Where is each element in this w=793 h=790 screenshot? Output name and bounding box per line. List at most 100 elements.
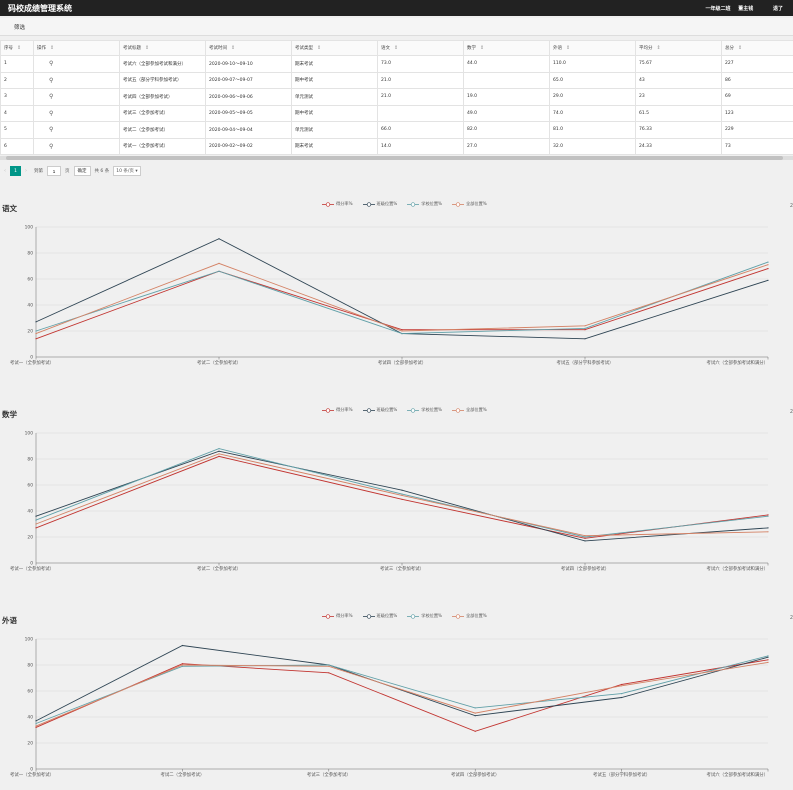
series-line[interactable] <box>35 448 769 538</box>
data-point[interactable] <box>621 685 623 687</box>
data-point[interactable] <box>401 489 403 491</box>
sort-icon[interactable]: ⇕ <box>566 45 571 51</box>
page-size-select[interactable]: 10 条/页 ▾ <box>113 166 141 176</box>
legend-item[interactable]: 全部位置% <box>452 613 487 619</box>
data-point[interactable] <box>767 261 769 263</box>
data-point[interactable] <box>218 450 220 452</box>
data-point[interactable] <box>401 333 403 335</box>
data-point[interactable] <box>401 494 403 496</box>
data-point[interactable] <box>181 664 183 666</box>
data-point[interactable] <box>767 514 769 516</box>
column-header[interactable]: 平均分 ⇕ <box>635 40 722 56</box>
series-line[interactable] <box>35 655 769 724</box>
data-point[interactable] <box>181 663 183 665</box>
data-point[interactable] <box>35 726 37 728</box>
table-row[interactable]: 4 ⚲ 考试三（全参加考试） 2020-09-05～09-05 期中考试 49.0 74.0… <box>0 104 793 122</box>
data-point[interactable] <box>218 262 220 264</box>
legend-item[interactable]: 得分率% <box>322 407 353 413</box>
data-point[interactable] <box>767 279 769 281</box>
table-row[interactable]: 6 ⚲ 考试一（全参加考试） 2020-09-02～09-02 期末考试 14.0 27.0… <box>0 137 793 155</box>
data-point[interactable] <box>35 338 37 340</box>
column-header[interactable]: 总分 ⇕ <box>721 40 793 56</box>
data-point[interactable] <box>474 712 476 714</box>
column-header[interactable]: 考试类型 ⇕ <box>291 40 378 56</box>
filter-button[interactable]: 筛选 <box>14 25 26 31</box>
data-point[interactable] <box>35 330 37 332</box>
series-line[interactable] <box>35 450 769 542</box>
data-point[interactable] <box>767 661 769 663</box>
legend-item[interactable]: 得分率% <box>322 201 353 207</box>
data-point[interactable] <box>584 327 586 329</box>
current-page-button[interactable]: 1 <box>10 166 21 176</box>
data-point[interactable] <box>767 268 769 270</box>
search-icon[interactable]: ⚲ <box>49 93 54 101</box>
data-point[interactable] <box>181 644 183 647</box>
data-point[interactable] <box>35 519 37 521</box>
data-point[interactable] <box>218 448 220 450</box>
data-point[interactable] <box>767 656 769 658</box>
data-point[interactable] <box>584 338 586 340</box>
series-line[interactable] <box>35 453 769 537</box>
data-point[interactable] <box>474 730 476 732</box>
data-point[interactable] <box>584 536 586 538</box>
search-icon[interactable]: ⚲ <box>49 126 54 134</box>
data-point[interactable] <box>328 664 330 666</box>
data-point[interactable] <box>584 540 586 542</box>
series-line[interactable] <box>35 659 769 732</box>
series-line[interactable] <box>35 455 769 539</box>
data-point[interactable] <box>621 693 623 695</box>
legend-item[interactable]: 得分率% <box>322 613 353 619</box>
horizontal-scrollbar[interactable] <box>0 156 793 160</box>
data-point[interactable] <box>584 325 586 327</box>
data-point[interactable] <box>218 455 220 457</box>
table-row[interactable]: 3 ⚲ 考试四（全部参加考试） 2020-09-06～09-06 单元测试 21.0 19.… <box>0 88 793 106</box>
data-point[interactable] <box>767 655 769 657</box>
data-point[interactable] <box>767 659 769 661</box>
sort-icon[interactable]: ⇕ <box>231 45 236 51</box>
legend-item[interactable]: 班级位置% <box>362 201 397 207</box>
data-point[interactable] <box>767 264 769 266</box>
data-point[interactable] <box>474 715 476 717</box>
data-point[interactable] <box>218 270 220 272</box>
data-point[interactable] <box>584 537 586 539</box>
legend-item[interactable]: 班级位置% <box>362 407 397 413</box>
sort-icon[interactable]: ⇕ <box>145 45 150 51</box>
data-point[interactable] <box>218 238 220 240</box>
table-row[interactable]: 2 ⚲ 考试五（部分学科参加考试） 2020-09-07～09-07 期中考试 21.0 6… <box>0 71 793 89</box>
sort-icon[interactable]: ⇕ <box>317 45 322 51</box>
legend-item[interactable]: 班级位置% <box>362 613 397 619</box>
confirm-page-button[interactable]: 确定 <box>73 166 91 176</box>
data-point[interactable] <box>35 527 37 529</box>
sort-icon[interactable]: ⇕ <box>656 45 661 51</box>
scrollbar-thumb[interactable] <box>6 156 783 160</box>
data-point[interactable] <box>35 333 37 335</box>
legend-item[interactable]: 全部位置% <box>452 407 487 413</box>
data-point[interactable] <box>474 707 476 709</box>
table-row[interactable]: 5 ⚲ 考试二（全参加考试） 2020-09-04～09-04 单元测试 66.0 82.0… <box>0 121 793 139</box>
prev-page-button[interactable]: ‹ <box>4 168 6 174</box>
user-name[interactable]: 董主钱 <box>738 6 754 12</box>
sort-icon[interactable]: ⇕ <box>480 45 485 51</box>
series-line[interactable] <box>35 645 769 722</box>
data-point[interactable] <box>767 515 769 517</box>
sort-icon[interactable]: ⇕ <box>738 45 743 51</box>
data-point[interactable] <box>401 329 403 331</box>
data-point[interactable] <box>584 535 586 537</box>
data-point[interactable] <box>401 493 403 495</box>
search-icon[interactable]: ⚲ <box>49 142 54 150</box>
column-header[interactable]: 考试标题 ⇕ <box>119 40 206 56</box>
data-point[interactable] <box>35 515 37 517</box>
data-point[interactable] <box>584 329 586 331</box>
next-page-button[interactable]: › <box>25 168 27 174</box>
search-icon[interactable]: ⚲ <box>49 109 54 117</box>
data-point[interactable] <box>328 672 330 674</box>
data-point[interactable] <box>35 725 37 727</box>
search-icon[interactable]: ⚲ <box>49 60 54 68</box>
column-header[interactable]: 操作 ⇕ <box>33 40 120 56</box>
data-point[interactable] <box>767 531 769 533</box>
page-number-input[interactable] <box>47 166 61 176</box>
column-header[interactable]: 考试时间 ⇕ <box>205 40 292 56</box>
sort-icon[interactable]: ⇕ <box>394 45 399 51</box>
data-point[interactable] <box>35 321 37 323</box>
search-icon[interactable]: ⚲ <box>49 76 54 84</box>
